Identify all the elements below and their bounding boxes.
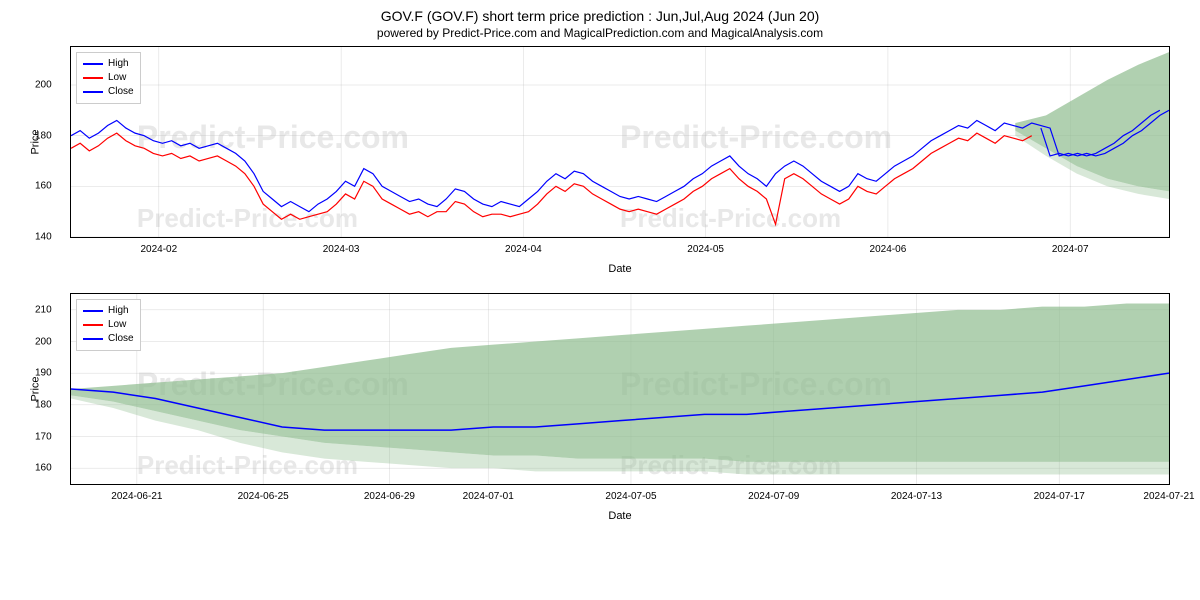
legend-swatch — [83, 91, 103, 93]
xtick: 2024-06-21 — [111, 491, 162, 502]
legend-item: High — [83, 304, 134, 318]
xtick: 2024-07-09 — [748, 491, 799, 502]
legend-item: Close — [83, 85, 134, 99]
chart2-legend: HighLowClose — [76, 299, 141, 351]
legend-item: Close — [83, 332, 134, 346]
xtick: 2024-07-17 — [1034, 491, 1085, 502]
legend-swatch — [83, 324, 103, 326]
xtick: 2024-06-25 — [238, 491, 289, 502]
ytick: 160 — [35, 181, 52, 192]
legend-swatch — [83, 310, 103, 312]
legend-item: High — [83, 57, 134, 71]
ytick: 200 — [35, 80, 52, 91]
chart1-xlabel: Date — [608, 263, 631, 275]
ytick: 140 — [35, 232, 52, 243]
ytick: 190 — [35, 368, 52, 379]
bottom-chart: Price Date Predict-Price.com Predict-Pri… — [70, 293, 1170, 485]
chart-subtitle: powered by Predict-Price.com and Magical… — [0, 24, 1200, 46]
legend-swatch — [83, 63, 103, 65]
xtick: 2024-07-05 — [605, 491, 656, 502]
legend-label: High — [108, 304, 129, 318]
xtick: 2024-03 — [323, 244, 360, 255]
xtick: 2024-04 — [505, 244, 542, 255]
chart2-plot — [71, 294, 1169, 484]
xtick: 2024-07 — [1052, 244, 1089, 255]
ytick: 200 — [35, 336, 52, 347]
chart2-ylabel: Price — [30, 376, 42, 401]
chart-title: GOV.F (GOV.F) short term price predictio… — [0, 0, 1200, 24]
chart-container: GOV.F (GOV.F) short term price predictio… — [0, 0, 1200, 600]
xtick: 2024-02 — [140, 244, 177, 255]
xtick: 2024-07-01 — [463, 491, 514, 502]
legend-label: High — [108, 57, 129, 71]
chart1-legend: HighLowClose — [76, 52, 141, 104]
ytick: 170 — [35, 431, 52, 442]
chart2-xlabel: Date — [608, 510, 631, 522]
legend-swatch — [83, 77, 103, 79]
legend-item: Low — [83, 318, 134, 332]
legend-item: Low — [83, 71, 134, 85]
top-chart: Price Date Predict-Price.com Predict-Pri… — [70, 46, 1170, 238]
chart1-plot — [71, 47, 1169, 237]
legend-label: Low — [108, 318, 126, 332]
legend-swatch — [83, 338, 103, 340]
ytick: 210 — [35, 304, 52, 315]
legend-label: Close — [108, 332, 134, 346]
xtick: 2024-07-21 — [1143, 491, 1194, 502]
ytick: 160 — [35, 463, 52, 474]
legend-label: Low — [108, 71, 126, 85]
legend-label: Close — [108, 85, 134, 99]
xtick: 2024-06-29 — [364, 491, 415, 502]
ytick: 180 — [35, 130, 52, 141]
xtick: 2024-06 — [870, 244, 907, 255]
ytick: 180 — [35, 399, 52, 410]
xtick: 2024-05 — [687, 244, 724, 255]
xtick: 2024-07-13 — [891, 491, 942, 502]
